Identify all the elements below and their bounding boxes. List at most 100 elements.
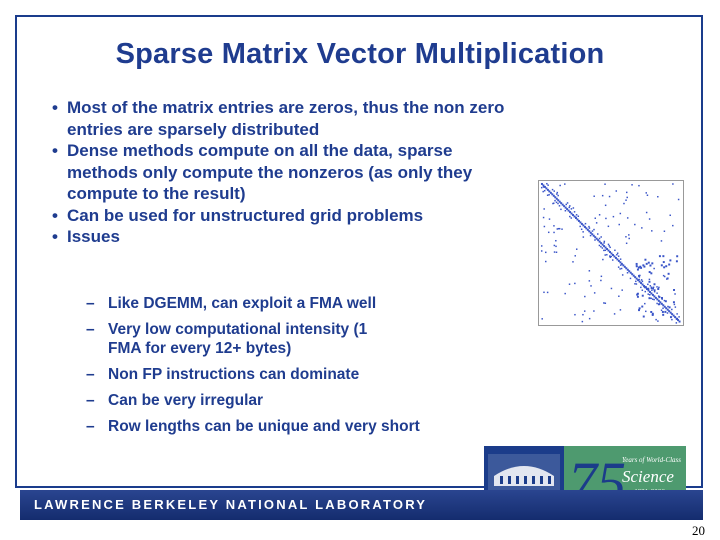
matrix-entry bbox=[558, 227, 561, 230]
matrix-entry bbox=[637, 266, 640, 269]
matrix-entry bbox=[635, 283, 638, 285]
matrix-entry bbox=[560, 208, 562, 211]
matrix-entry bbox=[572, 207, 575, 209]
matrix-entry bbox=[662, 261, 665, 264]
matrix-entry bbox=[676, 313, 678, 315]
matrix-entry bbox=[656, 286, 658, 288]
matrix-entry bbox=[634, 223, 636, 226]
matrix-entry bbox=[625, 242, 628, 245]
matrix-entry bbox=[669, 259, 672, 262]
matrix-entry bbox=[609, 255, 611, 257]
sub-bullet-dash: – bbox=[86, 392, 95, 409]
matrix-entry bbox=[639, 265, 642, 268]
matrix-entry bbox=[564, 209, 567, 212]
matrix-entry bbox=[542, 186, 545, 188]
matrix-entry bbox=[619, 258, 622, 260]
matrix-entry bbox=[610, 252, 613, 255]
matrix-entry bbox=[629, 271, 632, 274]
matrix-entry bbox=[548, 190, 551, 193]
matrix-entry bbox=[655, 318, 657, 321]
bullet-dot: • bbox=[52, 227, 58, 246]
matrix-entry bbox=[626, 268, 629, 271]
matrix-entry bbox=[574, 282, 576, 285]
page-number: 20 bbox=[692, 523, 705, 538]
matrix-entry bbox=[586, 228, 589, 231]
matrix-entry bbox=[676, 317, 679, 320]
matrix-entry bbox=[543, 208, 545, 210]
matrix-entry bbox=[654, 296, 657, 299]
matrix-entry bbox=[575, 248, 578, 250]
matrix-entry bbox=[647, 287, 650, 290]
bullet-item: • Issues bbox=[48, 226, 608, 248]
matrix-entry bbox=[638, 307, 641, 310]
matrix-entry bbox=[600, 279, 602, 282]
matrix-entry bbox=[554, 196, 557, 199]
matrix-entry bbox=[646, 194, 649, 196]
matrix-entry bbox=[671, 318, 673, 321]
matrix-entry bbox=[644, 302, 646, 305]
sub-bullet-item: – Very low computational intensity (1 FM… bbox=[86, 320, 388, 358]
matrix-entry bbox=[650, 310, 653, 313]
matrix-entry bbox=[595, 222, 598, 224]
matrix-entry bbox=[671, 313, 674, 316]
matrix-entry bbox=[557, 199, 560, 202]
matrix-entry bbox=[645, 262, 648, 265]
bullet-text: Can be used for unstructured grid proble… bbox=[67, 205, 424, 225]
matrix-entry bbox=[540, 186, 543, 189]
matrix-entry bbox=[667, 272, 670, 275]
matrix-entry bbox=[665, 265, 668, 268]
matrix-entry bbox=[652, 286, 655, 289]
matrix-entry bbox=[672, 301, 675, 304]
matrix-entry bbox=[554, 199, 556, 202]
matrix-entry bbox=[657, 320, 659, 322]
matrix-entry bbox=[593, 292, 596, 294]
footer-band bbox=[20, 490, 703, 520]
matrix-entry bbox=[601, 243, 604, 246]
matrix-entry bbox=[662, 255, 665, 258]
matrix-entry bbox=[566, 208, 569, 211]
matrix-entry bbox=[552, 194, 555, 197]
matrix-entry bbox=[649, 285, 652, 287]
matrix-entry bbox=[569, 211, 572, 214]
matrix-entry bbox=[545, 251, 547, 254]
matrix-entry bbox=[576, 218, 579, 221]
bullet-text: Most of the matrix entries are zeros, th… bbox=[67, 98, 505, 139]
matrix-entry bbox=[614, 249, 616, 252]
matrix-entry bbox=[620, 267, 623, 270]
matrix-entry bbox=[564, 183, 566, 185]
matrix-entry bbox=[674, 316, 677, 319]
matrix-entry bbox=[644, 258, 647, 261]
matrix-entry bbox=[647, 261, 650, 264]
matrix-entry bbox=[619, 261, 622, 264]
lab-name: Lawrence Berkeley National Laboratory bbox=[34, 497, 428, 512]
matrix-entry bbox=[668, 306, 671, 309]
matrix-entry bbox=[651, 313, 654, 316]
matrix-entry bbox=[542, 190, 544, 193]
matrix-entry bbox=[638, 278, 640, 281]
matrix-entry bbox=[647, 293, 649, 295]
matrix-entry bbox=[603, 249, 605, 252]
matrix-entry bbox=[565, 203, 568, 206]
bullet-dot: • bbox=[52, 205, 58, 225]
matrix-entry bbox=[656, 298, 659, 301]
matrix-entry bbox=[570, 217, 573, 219]
matrix-entry bbox=[610, 287, 613, 290]
matrix-entry bbox=[642, 264, 645, 267]
matrix-entry bbox=[577, 219, 580, 222]
matrix-entry bbox=[661, 310, 664, 313]
matrix-entry bbox=[644, 286, 647, 289]
matrix-entry bbox=[605, 217, 607, 220]
matrix-entry bbox=[610, 255, 612, 258]
logo-line1: Years of World-Class bbox=[622, 456, 681, 464]
matrix-entry bbox=[674, 306, 677, 308]
matrix-entry bbox=[588, 227, 591, 229]
matrix-entry bbox=[608, 195, 611, 198]
sub-bullet-dash: – bbox=[86, 366, 95, 383]
matrix-entry bbox=[561, 228, 563, 230]
matrix-entry bbox=[626, 217, 629, 219]
matrix-entry bbox=[551, 193, 554, 196]
matrix-entry bbox=[638, 280, 641, 283]
matrix-entry bbox=[584, 226, 587, 228]
matrix-entry bbox=[588, 317, 591, 320]
matrix-entry bbox=[663, 230, 666, 232]
